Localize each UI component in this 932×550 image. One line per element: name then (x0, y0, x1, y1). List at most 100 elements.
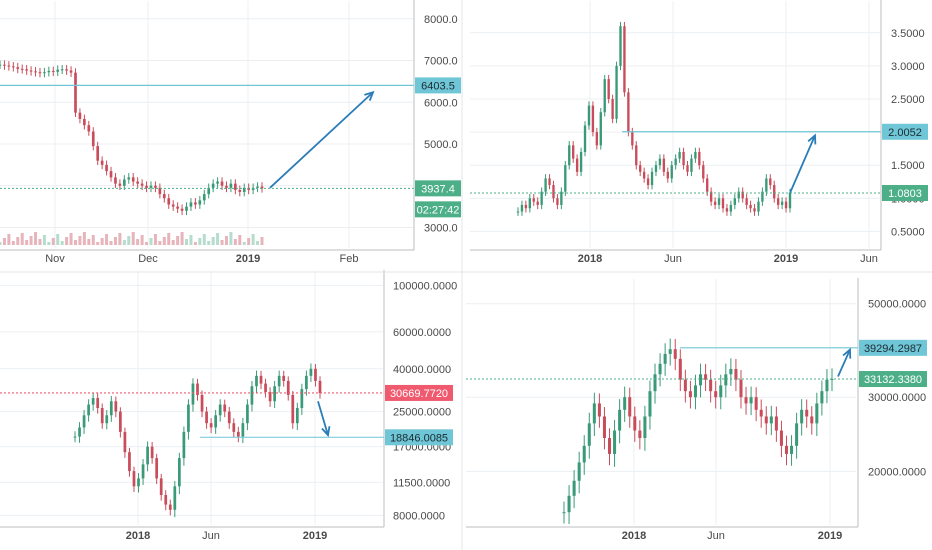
candle-body (167, 198, 171, 205)
candle-body (189, 202, 193, 207)
candle-body (769, 178, 772, 186)
candle-body (615, 65, 618, 119)
candle-body (109, 401, 113, 416)
volume-bar (73, 240, 77, 245)
y-tick-label: 40000.0000 (393, 364, 451, 376)
candle-body (773, 185, 776, 199)
candle-body (694, 151, 697, 159)
candle-body (295, 407, 299, 424)
volume-bar (256, 241, 260, 245)
candle-body (227, 411, 231, 424)
volume-bar (34, 232, 38, 245)
candle-body (65, 69, 68, 71)
volume-bar (207, 241, 211, 245)
candle-body (734, 368, 738, 380)
candle-body (757, 201, 760, 212)
volume-bar (42, 235, 46, 245)
candle-body (220, 181, 224, 186)
candle-body (256, 186, 259, 188)
candle-body (56, 69, 60, 72)
candle-body (232, 423, 236, 432)
candle-body (159, 478, 163, 496)
candle-body (78, 427, 81, 437)
x-tick-label: 2018 (578, 253, 602, 265)
candle-body (704, 374, 708, 380)
candle-body (769, 416, 773, 424)
volume-bar (211, 237, 215, 245)
volume-bar (224, 236, 228, 245)
x-tick-label: 2019 (774, 253, 798, 265)
candle-body (291, 394, 295, 424)
candle-body (268, 391, 272, 402)
candle-body (627, 92, 630, 133)
candle-body (642, 171, 646, 179)
candle-body (127, 177, 131, 180)
candle-body (668, 349, 672, 354)
candle-body (16, 67, 20, 69)
candle-body (242, 187, 246, 192)
candle-body (100, 160, 104, 165)
candle-body (774, 416, 778, 431)
x-tick-label: Dec (138, 253, 158, 265)
candle-body (599, 112, 602, 146)
candle-body (749, 397, 753, 404)
last-price-badge-bg (859, 371, 927, 388)
candle-body (238, 189, 242, 192)
volume-bar (180, 232, 184, 245)
candle-body (83, 118, 86, 126)
volume-bar (162, 237, 166, 245)
candle-body (587, 105, 591, 126)
candle-body (516, 211, 520, 213)
candle-body (572, 145, 575, 159)
candle-body (733, 198, 736, 205)
y-tick-label: 11500.0000 (393, 477, 450, 489)
volume-bar (153, 234, 157, 245)
volume-bar (87, 239, 91, 245)
volume-bar (193, 242, 197, 245)
candle-body (187, 404, 190, 432)
candle-body (51, 70, 55, 72)
candle-body (572, 480, 576, 496)
candle-body (273, 386, 276, 402)
candle-body (560, 191, 563, 205)
volume-bar (185, 239, 189, 245)
y-tick-label: 60000.0000 (393, 327, 451, 339)
candle-body (628, 397, 632, 417)
candle-body (810, 416, 814, 424)
x-tick-label: 2019 (303, 530, 327, 542)
trend-arrow-head (842, 347, 852, 359)
y-tick-label: 2.5000 (891, 94, 925, 106)
candle-body (173, 486, 177, 510)
x-tick-label: Jun (664, 253, 682, 265)
volume-bar (167, 233, 171, 245)
candle-body (690, 158, 693, 172)
candle-body (611, 99, 614, 119)
y-tick-label: 25000.0000 (393, 407, 451, 419)
candle-body (591, 105, 595, 133)
candle-body (119, 411, 122, 432)
y-tick-label: 3.5000 (891, 28, 925, 40)
y-tick-label: 7000.0 (424, 56, 458, 68)
volume-bar (60, 241, 64, 245)
candle-body (225, 185, 228, 188)
candle-body (236, 431, 240, 437)
candle-body (180, 208, 184, 211)
candle-body (784, 445, 789, 454)
candle-body (251, 187, 255, 190)
trend-arrow-head (364, 90, 375, 101)
candle-body (91, 398, 95, 405)
last-price-badge-bg (415, 180, 461, 197)
candle-body (185, 206, 188, 211)
candle-body (780, 201, 784, 205)
candle-body (552, 185, 555, 199)
candle-body (788, 193, 792, 209)
volume-bar (242, 242, 246, 245)
volume-bar (233, 239, 237, 245)
candle-body (318, 380, 322, 393)
candle-body (198, 200, 202, 205)
volume-bar (109, 241, 113, 245)
candle-body (764, 416, 768, 424)
candle-body (663, 353, 667, 364)
candle-body (795, 423, 799, 446)
